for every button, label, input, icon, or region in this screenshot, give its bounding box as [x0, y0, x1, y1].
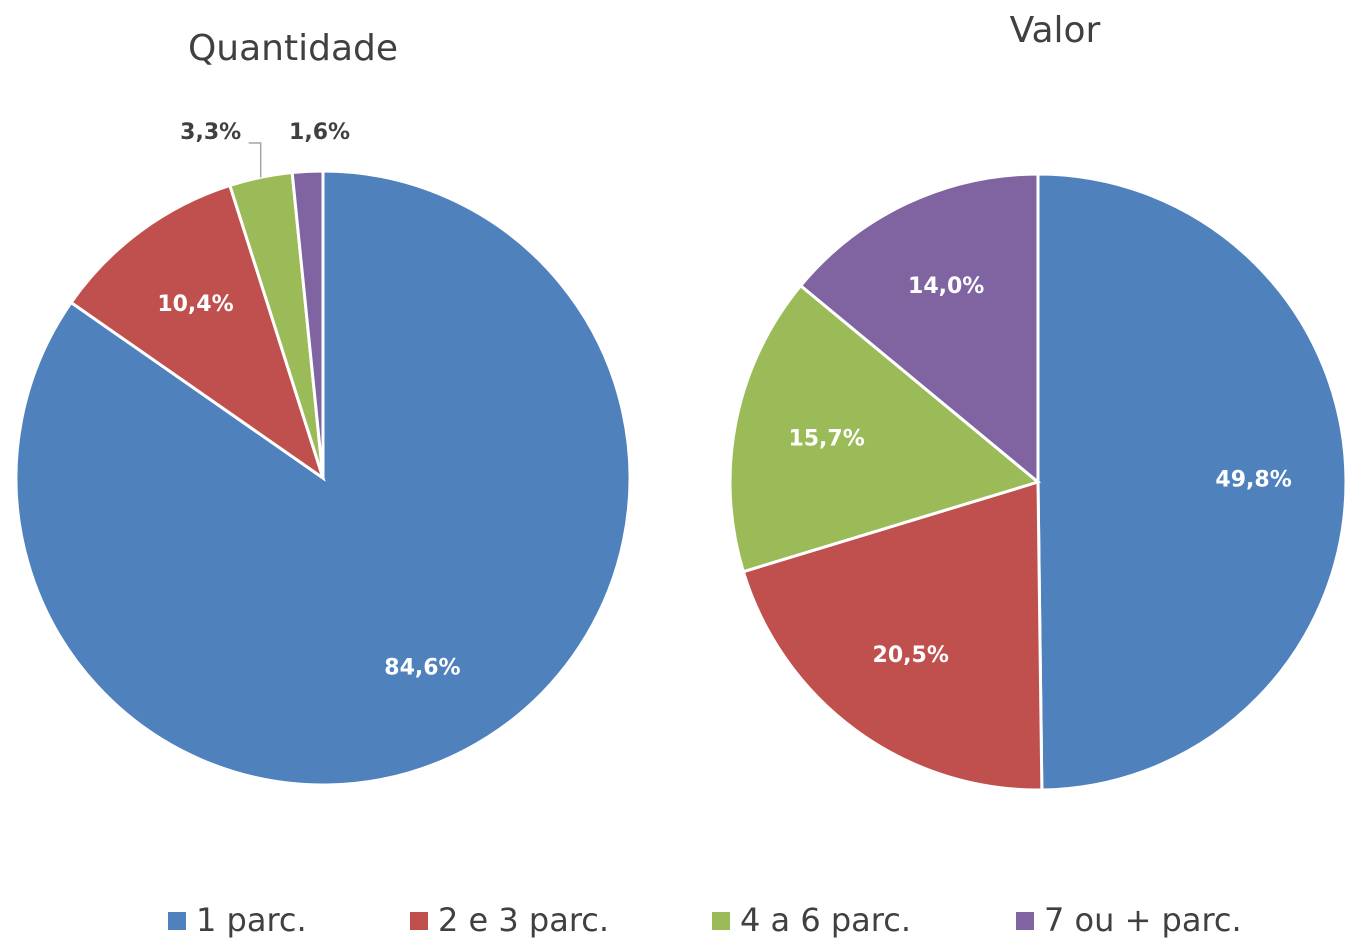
- legend-swatch: [712, 912, 730, 930]
- legend-label: 2 e 3 parc.: [438, 901, 609, 939]
- chart-title: Valor: [1010, 10, 1101, 51]
- leader-line: [248, 142, 262, 178]
- pie-slice: [69, 183, 326, 482]
- data-label: 14,0%: [908, 274, 984, 299]
- legend-swatch: [168, 912, 186, 930]
- data-label: 20,5%: [873, 643, 949, 668]
- pie-slice: [290, 169, 325, 479]
- pie-slice: [728, 283, 1042, 574]
- data-label: 10,4%: [157, 292, 233, 317]
- data-label: 84,6%: [384, 656, 460, 681]
- data-label: 49,8%: [1215, 468, 1291, 493]
- pie-slice: [798, 172, 1040, 486]
- pie-slice: [741, 479, 1044, 792]
- legend-swatch: [1016, 912, 1034, 930]
- data-label: 1,6%: [289, 120, 350, 145]
- legend-label: 1 parc.: [196, 901, 307, 939]
- pie-slice: [1036, 172, 1348, 792]
- data-label: 3,3%: [180, 120, 241, 145]
- legend-swatch: [410, 912, 428, 930]
- data-label: 15,7%: [788, 427, 864, 452]
- legend-label: 4 a 6 parc.: [740, 901, 911, 939]
- chart-title: Quantidade: [188, 28, 398, 69]
- legend-label: 7 ou + parc.: [1044, 901, 1242, 939]
